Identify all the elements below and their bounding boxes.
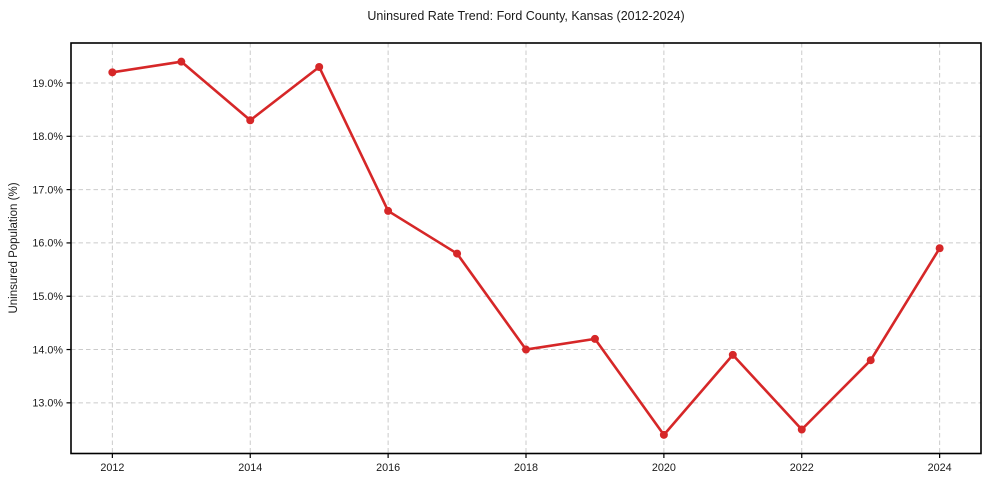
x-tick-label: 2024: [928, 462, 952, 474]
data-point: [246, 116, 255, 125]
data-point: [108, 68, 117, 77]
chart-title: Uninsured Rate Trend: Ford County, Kansa…: [367, 9, 685, 23]
data-point: [177, 57, 186, 66]
x-tick-label: 2020: [652, 462, 676, 474]
y-tick-label: 18.0%: [32, 131, 63, 143]
data-point: [935, 244, 944, 253]
data-point: [522, 345, 530, 354]
data-point: [384, 206, 393, 215]
y-tick-label: 13.0%: [32, 398, 63, 410]
x-tick-label: 2014: [238, 462, 262, 474]
y-tick-label: 16.0%: [32, 238, 63, 250]
data-point: [866, 356, 875, 365]
x-tick-label: 2018: [514, 462, 538, 474]
y-tick-label: 15.0%: [32, 291, 63, 303]
x-tick-label: 2016: [376, 462, 400, 474]
x-tick-label: 2022: [790, 462, 814, 474]
y-tick-label: 17.0%: [32, 184, 63, 196]
plot-border: [70, 42, 982, 455]
y-tick-label: 14.0%: [32, 344, 63, 356]
data-point: [728, 350, 737, 359]
y-tick-label: 19.0%: [32, 78, 63, 90]
data-point: [659, 430, 668, 439]
data-point: [453, 249, 462, 258]
data-point: [590, 334, 599, 343]
x-tick-label: 2012: [100, 462, 124, 474]
data-point: [315, 62, 324, 71]
data-point: [797, 425, 806, 434]
